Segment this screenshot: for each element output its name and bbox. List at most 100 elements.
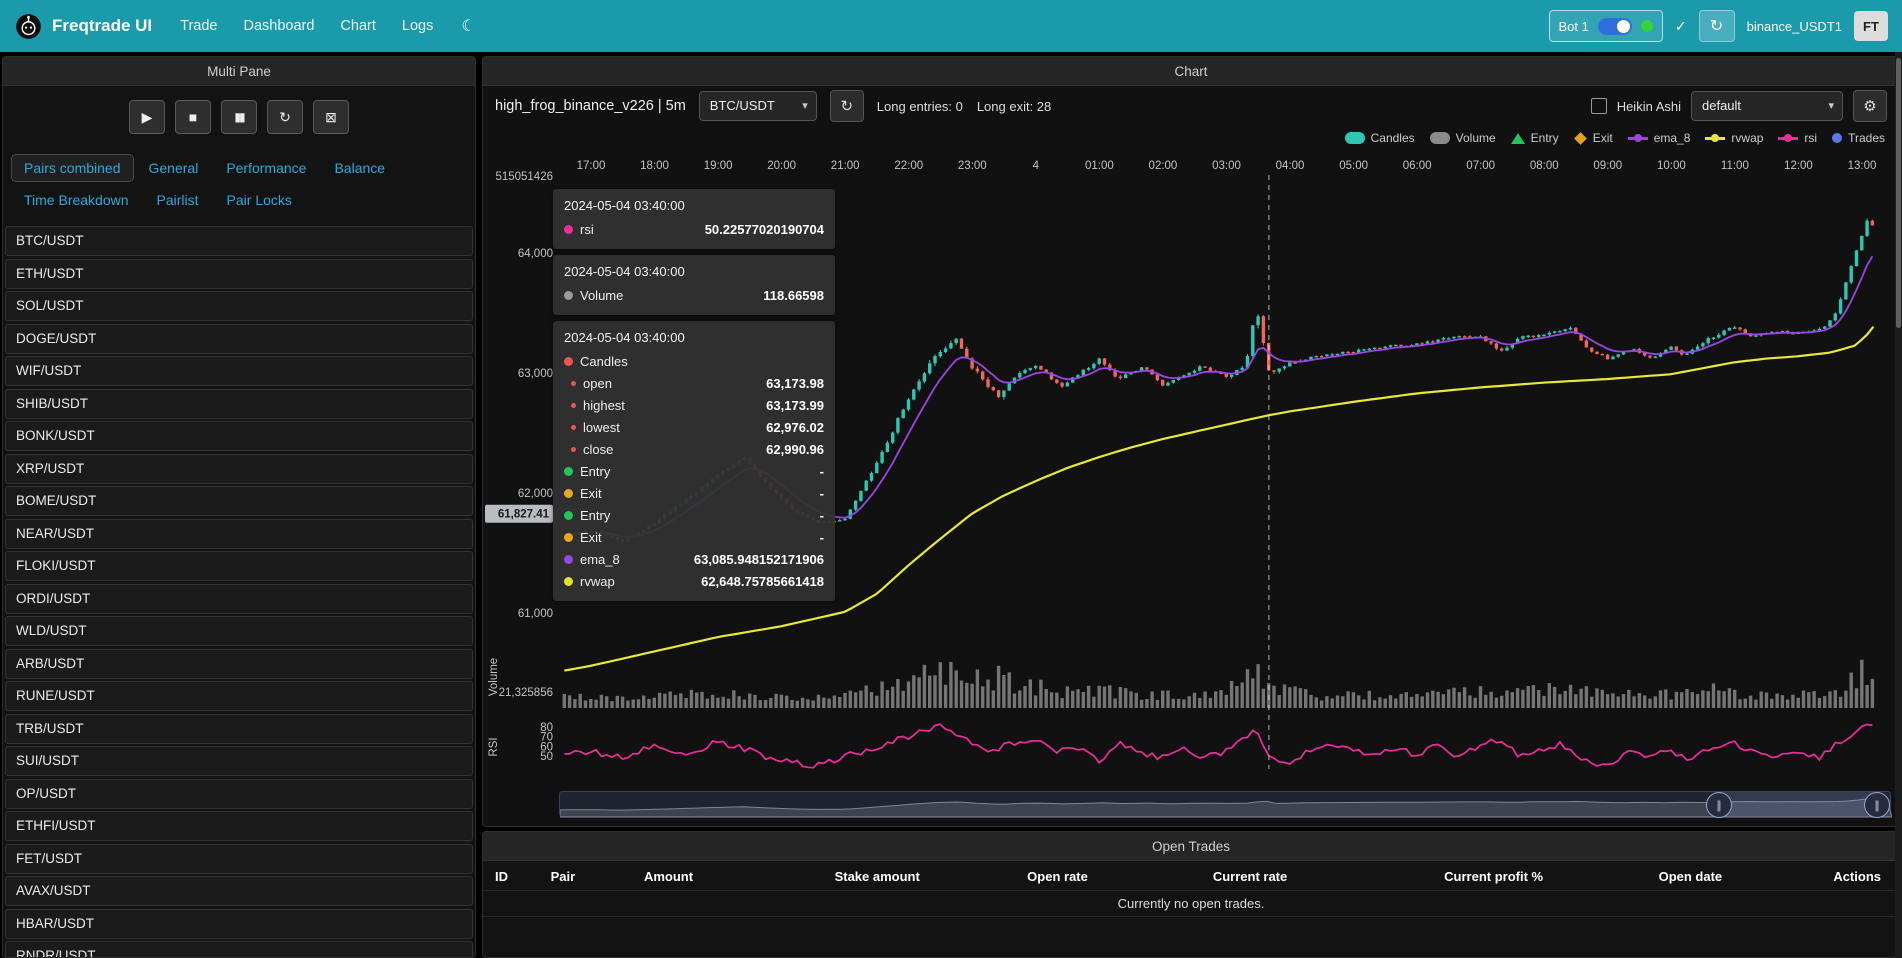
nav-item-chart[interactable]: Chart <box>340 18 376 34</box>
reload-config-button[interactable]: ↻ <box>267 100 303 134</box>
pair-select[interactable]: BTC/USDT ▾ <box>698 91 817 121</box>
pair-row[interactable]: BOME/USDT <box>5 486 473 516</box>
svg-text:21,325856: 21,325856 <box>499 687 553 699</box>
pair-row[interactable]: ARB/USDT <box>5 648 473 679</box>
nav-item-trade[interactable]: Trade <box>180 18 218 34</box>
range-handle-right[interactable]: ∥ <box>1864 792 1890 818</box>
svg-text:18:00: 18:00 <box>640 160 669 172</box>
user-avatar[interactable]: FT <box>1854 11 1888 41</box>
bot-controls: ▶ ■ ▮▮ ↻ ⊠ <box>3 86 475 144</box>
tab-balance[interactable]: Balance <box>334 160 386 176</box>
legend-volume[interactable]: Volume <box>1429 131 1496 145</box>
legend-trades[interactable]: Trades <box>1832 131 1885 145</box>
pair-row[interactable]: ETHFI/USDT <box>5 811 473 841</box>
pair-row[interactable]: BTC/USDT <box>5 226 473 256</box>
svg-text:12:00: 12:00 <box>1784 160 1813 172</box>
legend-rvwap[interactable]: rvwap <box>1705 131 1763 145</box>
svg-text:70: 70 <box>540 732 553 744</box>
pair-row[interactable]: SUI/USDT <box>5 746 473 776</box>
svg-text:61,000: 61,000 <box>518 608 553 620</box>
svg-text:Volume: Volume <box>488 658 500 696</box>
pair-row[interactable]: NEAR/USDT <box>5 518 473 549</box>
stop-button[interactable]: ■ <box>175 100 211 134</box>
ema_8-marker-icon <box>1627 134 1648 142</box>
chart-range-slider[interactable]: ∥ ∥ <box>559 791 1893 818</box>
start-button[interactable]: ▶ <box>129 100 165 134</box>
pair-row[interactable]: SOL/USDT <box>5 291 473 321</box>
svg-text:22:00: 22:00 <box>894 160 923 172</box>
column-amount: Amount <box>643 869 694 884</box>
pair-row[interactable]: FET/USDT <box>5 843 473 874</box>
chart-panel: Chart high_frog_binance_v226 | 5m BTC/US… <box>482 56 1900 827</box>
tab-performance[interactable]: Performance <box>226 160 307 176</box>
svg-text:23:00: 23:00 <box>958 160 987 172</box>
svg-text:13:00: 13:00 <box>1848 160 1877 172</box>
legend-candles[interactable]: Candles <box>1344 131 1415 145</box>
legend-rsi[interactable]: rsi <box>1778 131 1817 145</box>
pair-row[interactable]: ETH/USDT <box>5 258 473 289</box>
column-pair: Pair <box>550 869 576 884</box>
svg-text:62,000: 62,000 <box>518 488 553 500</box>
tooltip-section: 2024-05-04 03:40:00 rsi 50.22577020190704 <box>553 189 835 249</box>
heikin-ashi-checkbox[interactable] <box>1590 98 1607 114</box>
exchange-label: binance_USDT1 <box>1746 18 1842 34</box>
chevron-down-icon: ▾ <box>802 100 808 112</box>
chart-toolbar: high_frog_binance_v226 | 5m BTC/USDT ▾ ↻… <box>483 86 1899 126</box>
tab-pair-locks[interactable]: Pair Locks <box>226 192 292 208</box>
nav-item-logs[interactable]: Logs <box>401 18 434 34</box>
pair-row[interactable]: AVAX/USDT <box>5 876 473 906</box>
pair-row[interactable]: RUNE/USDT <box>5 681 473 711</box>
svg-text:4: 4 <box>1033 160 1040 172</box>
pair-row[interactable]: DOGE/USDT <box>5 323 473 354</box>
chevron-down-icon: ▾ <box>1828 100 1834 112</box>
plot-settings-button[interactable]: ⚙ <box>1853 90 1887 122</box>
svg-text:80: 80 <box>540 722 553 734</box>
pair-list: BTC/USDT ETH/USDT SOL/USDT DOGE/USDT WIF/USD… <box>3 226 475 957</box>
pair-row[interactable]: FLOKI/USDT <box>5 551 473 581</box>
reload-bot-button[interactable]: ↻ <box>1698 10 1735 42</box>
svg-text:07:00: 07:00 <box>1466 160 1495 172</box>
freqtrade-logo <box>14 12 42 40</box>
pair-row[interactable]: WLD/USDT <box>5 616 473 646</box>
svg-text:10:00: 10:00 <box>1657 160 1686 172</box>
tab-pairlist[interactable]: Pairlist <box>156 192 199 208</box>
theme-toggle-icon[interactable]: ☾ <box>461 18 476 35</box>
svg-text:04:00: 04:00 <box>1276 160 1305 172</box>
bot-selector[interactable]: Bot 1 <box>1548 10 1663 42</box>
tab-time-breakdown[interactable]: Time Breakdown <box>24 192 129 208</box>
heikin-ashi-label: Heikin Ashi <box>1616 98 1681 114</box>
trades-marker-icon <box>1832 133 1843 143</box>
pair-row[interactable]: OP/USDT <box>5 778 473 809</box>
pair-row[interactable]: SHIB/USDT <box>5 388 473 419</box>
page-scrollbar-thumb[interactable] <box>1896 58 1901 328</box>
rsi-marker-icon <box>1778 134 1799 142</box>
legend-ema_8[interactable]: ema_8 <box>1627 131 1690 145</box>
legend-exit[interactable]: Exit <box>1573 131 1613 145</box>
pause-button[interactable]: ▮▮ <box>221 100 257 134</box>
pair-row[interactable]: BONK/USDT <box>5 421 473 451</box>
nav-item-dashboard[interactable]: Dashboard <box>243 18 315 34</box>
pair-row[interactable]: ORDI/USDT <box>5 583 473 614</box>
pair-row[interactable]: RNDR/USDT <box>5 941 473 957</box>
navbar: Freqtrade UI Trade Dashboard Chart Logs ☾ B… <box>0 0 1902 52</box>
tab-pairs-combined[interactable]: Pairs combined <box>11 154 134 182</box>
plot-config-select[interactable]: default ▾ <box>1691 91 1843 121</box>
clear-button[interactable]: ⊠ <box>313 100 349 134</box>
pair-row[interactable]: TRB/USDT <box>5 713 473 744</box>
refresh-chart-button[interactable]: ↻ <box>829 90 864 122</box>
legend-entry[interactable]: Entry <box>1510 131 1559 145</box>
range-handle-left[interactable]: ∥ <box>1706 792 1732 818</box>
range-sparkline <box>559 796 1893 818</box>
column-current-rate: Current rate <box>1212 869 1288 884</box>
pair-row[interactable]: WIF/USDT <box>5 356 473 386</box>
nav-items: Trade Dashboard Chart Logs <box>180 18 433 34</box>
range-window[interactable] <box>1718 792 1876 816</box>
bot-toggle[interactable] <box>1597 17 1632 35</box>
pair-row[interactable]: HBAR/USDT <box>5 908 473 939</box>
long-entries-label: Long entries: 0 <box>876 98 963 114</box>
svg-text:17:00: 17:00 <box>577 160 606 172</box>
svg-text:03:00: 03:00 <box>1212 160 1241 172</box>
svg-text:19:00: 19:00 <box>704 160 733 172</box>
pair-row[interactable]: XRP/USDT <box>5 453 473 484</box>
tab-general[interactable]: General <box>148 160 199 176</box>
